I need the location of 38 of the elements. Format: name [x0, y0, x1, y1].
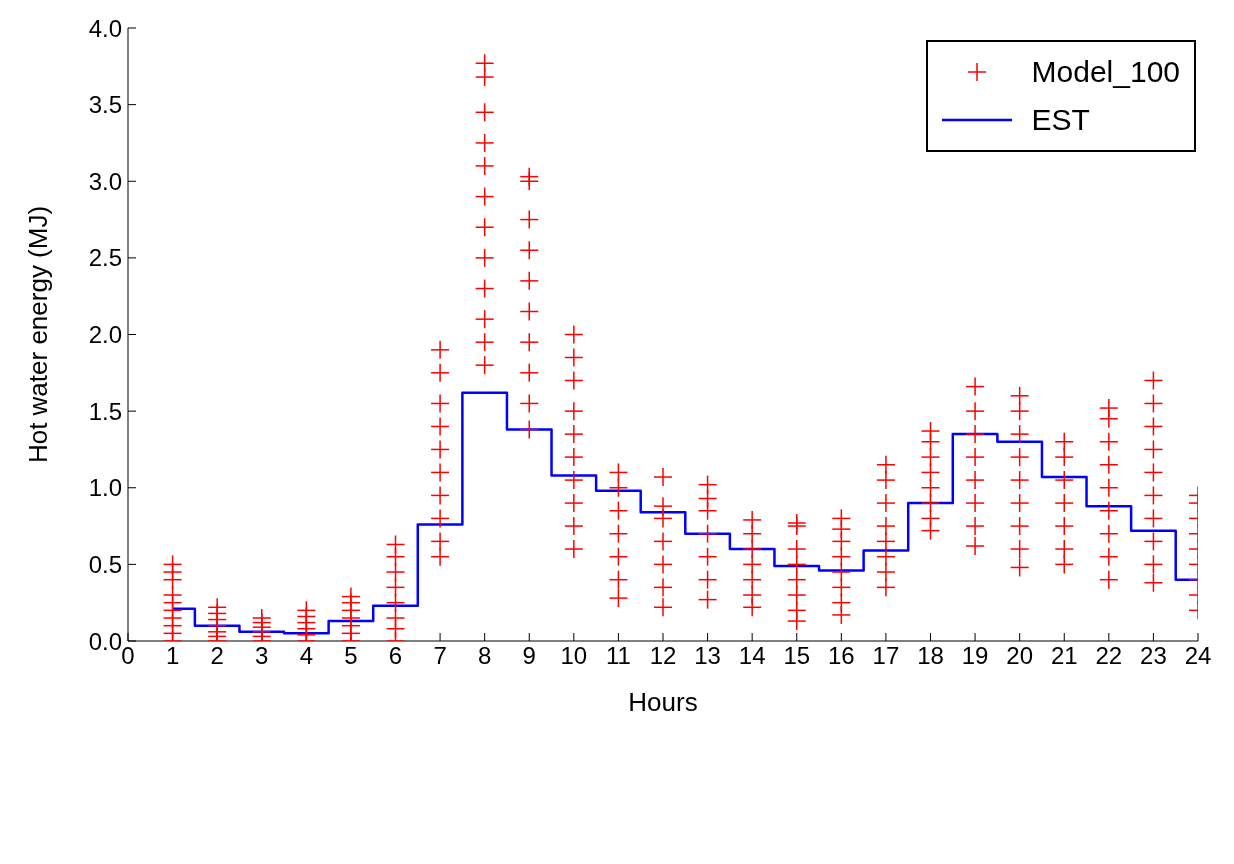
- y-tick-label: 3.0: [88, 167, 122, 195]
- x-tick-label: 16: [827, 642, 855, 670]
- y-tick-label: 4.0: [88, 14, 122, 42]
- x-tick-label: 9: [522, 642, 536, 670]
- y-tick-label: 0.0: [88, 627, 122, 655]
- x-tick-label: 0: [121, 642, 135, 670]
- x-tick-label: 6: [388, 642, 403, 670]
- x-tick-label: 15: [783, 642, 811, 670]
- y-tick-label: 3.5: [88, 91, 122, 119]
- y-tick-label: 1.5: [88, 397, 122, 425]
- y-tick-label: 1.0: [88, 474, 122, 502]
- legend-label: Model_100: [1031, 54, 1180, 90]
- x-tick-label: 4: [299, 642, 314, 670]
- x-tick-label: 13: [694, 642, 721, 670]
- x-tick-label: 8: [477, 642, 492, 670]
- x-tick-label: 23: [1140, 642, 1167, 670]
- y-tick-label: 2.0: [88, 321, 122, 349]
- y-tick-label: 2.5: [88, 244, 122, 272]
- x-tick-label: 22: [1095, 642, 1123, 670]
- y-axis-title: Hot water energy (MJ): [23, 205, 54, 464]
- x-tick-label: 2: [210, 642, 224, 670]
- x-tick-label: 17: [872, 642, 900, 670]
- legend-label: EST: [1031, 102, 1090, 138]
- x-tick-label: 5: [344, 642, 358, 670]
- y-tick-label: 0.5: [88, 550, 122, 578]
- x-tick-label: 10: [560, 642, 588, 670]
- x-tick-label: 11: [605, 642, 631, 670]
- x-tick-label: 7: [433, 642, 447, 670]
- x-tick-label: 21: [1050, 642, 1078, 670]
- x-axis-title: Hours: [628, 687, 698, 717]
- x-tick-label: 24: [1184, 642, 1212, 670]
- x-tick-label: 18: [917, 642, 944, 670]
- x-tick-label: 3: [255, 642, 269, 670]
- x-tick-label: 1: [165, 642, 180, 670]
- x-tick-label: 20: [1006, 642, 1034, 670]
- x-tick-label: 14: [738, 642, 766, 670]
- x-tick-label: 19: [961, 642, 989, 670]
- x-tick-label: 12: [649, 642, 677, 670]
